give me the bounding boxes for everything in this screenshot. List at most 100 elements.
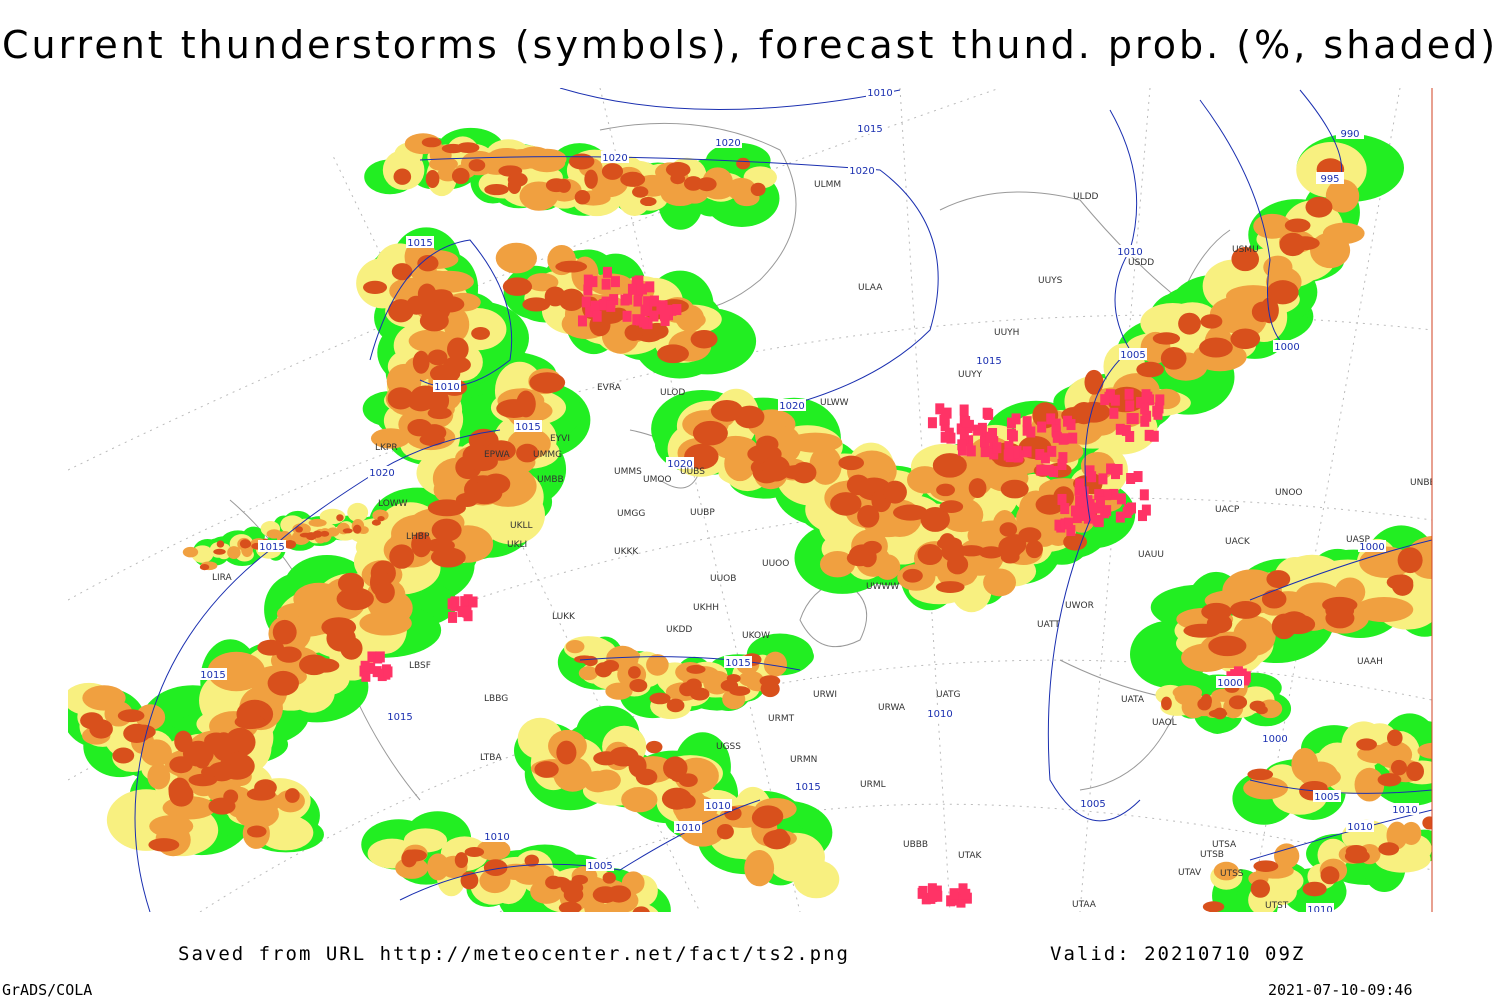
storm-symbol: [457, 606, 467, 618]
isobar-label: 1020: [849, 166, 874, 177]
shade-blob: [663, 756, 688, 780]
station-label: UAOL: [1152, 718, 1177, 728]
shade-blob: [213, 548, 226, 555]
shade-blob: [1208, 635, 1247, 657]
shade-blob: [620, 171, 646, 187]
storm-symbol: [610, 276, 620, 288]
station-label: UNBB: [1410, 478, 1436, 488]
storm-symbol: [1095, 496, 1105, 508]
shade-blob: [640, 196, 657, 207]
shade-blob: [454, 852, 469, 869]
storm-symbol: [601, 278, 611, 290]
shade-blob: [583, 655, 598, 667]
isobar-label: 1000: [1217, 678, 1242, 689]
storm-symbol: [1153, 408, 1163, 420]
storm-symbol: [961, 416, 971, 428]
shade-blob: [1253, 213, 1292, 239]
shade-blob: [678, 773, 698, 788]
shade-blob: [601, 660, 620, 672]
storm-symbol: [583, 274, 593, 286]
isobar-label: 1010: [927, 709, 952, 720]
storm-symbol: [980, 446, 990, 458]
shade-blob: [233, 750, 249, 771]
shade-blob: [393, 168, 412, 185]
shade-blob: [374, 580, 395, 604]
storm-symbol: [933, 890, 943, 902]
shade-blob: [495, 242, 537, 274]
storm-symbol: [927, 883, 937, 895]
shade-blob: [370, 428, 411, 449]
isobar-label-bg: [848, 164, 876, 176]
isobar-label-bg: [1313, 790, 1341, 802]
storm-symbol: [1004, 441, 1014, 453]
storm-symbol: [992, 442, 1002, 454]
storm-symbol: [940, 431, 950, 443]
shade-blob: [1284, 218, 1311, 233]
station-label: UKLI: [507, 540, 527, 550]
isobar-label-bg: [1273, 340, 1301, 352]
storm-symbol: [645, 281, 655, 293]
storm-symbol: [1078, 501, 1088, 513]
station-label: UASP: [1346, 535, 1370, 545]
station-label: ULOD: [660, 388, 685, 398]
storm-symbol: [1008, 430, 1018, 442]
shade-blob: [522, 864, 555, 883]
shade-blob: [932, 453, 967, 478]
isobar-label-bg: [1261, 732, 1289, 744]
storm-symbol: [1046, 413, 1056, 425]
storm-symbol: [633, 295, 643, 307]
storm-symbol: [1022, 446, 1032, 458]
station-label: ULAA: [858, 283, 883, 293]
storm-symbol: [946, 432, 956, 444]
storm-symbol: [1129, 413, 1139, 425]
shade-blob: [528, 153, 566, 173]
storm-symbol: [959, 404, 969, 416]
storm-symbol: [656, 303, 666, 315]
isobar-label-bg: [1346, 820, 1374, 832]
isobar-label: 1010: [434, 382, 459, 393]
storm-symbol: [383, 666, 393, 678]
storm-symbol: [1075, 478, 1085, 490]
storm-symbol: [1057, 493, 1067, 505]
storm-symbol: [468, 596, 478, 608]
shade-blob: [411, 531, 432, 558]
shade-blob: [1136, 361, 1164, 378]
shade-blob: [1247, 768, 1274, 781]
storm-symbol: [1098, 473, 1108, 485]
shade-blob: [1344, 849, 1370, 864]
isobar-label-bg: [601, 151, 629, 163]
storm-symbol: [637, 283, 647, 295]
shade-blob: [606, 647, 641, 664]
shade-blob: [529, 372, 566, 394]
shade-blob: [571, 874, 588, 885]
shade-blob: [524, 854, 539, 867]
shade-blob: [713, 435, 758, 460]
station-label: UTAA: [1072, 900, 1097, 910]
storm-symbol: [606, 300, 616, 312]
isobar-label: 1005: [1314, 792, 1339, 803]
storm-symbol: [1094, 502, 1104, 514]
isobar-label: 1020: [602, 153, 627, 164]
shade-blob: [1266, 280, 1299, 305]
storm-symbol: [1141, 389, 1151, 401]
shade-blob: [451, 167, 470, 185]
isobar-label-bg: [975, 354, 1003, 366]
shade-blob: [464, 847, 485, 858]
storm-symbol: [1085, 465, 1095, 477]
shade-blob: [1000, 550, 1020, 564]
shade-blob: [308, 518, 327, 527]
station-label: UUYH: [994, 328, 1019, 338]
storm-symbol: [462, 606, 472, 618]
shade-blob: [750, 182, 766, 197]
storm-symbol: [1057, 459, 1067, 471]
storm-symbol: [958, 883, 968, 895]
shade-blob: [793, 860, 840, 899]
storm-symbol: [1155, 394, 1165, 406]
shade-blob: [272, 619, 297, 645]
shade-blob: [526, 273, 559, 292]
shade-blob: [1406, 761, 1424, 782]
shade-blob: [697, 177, 717, 192]
shade-blob: [391, 263, 413, 281]
isobar-label-bg: [368, 466, 396, 478]
shade-blob: [447, 337, 469, 362]
